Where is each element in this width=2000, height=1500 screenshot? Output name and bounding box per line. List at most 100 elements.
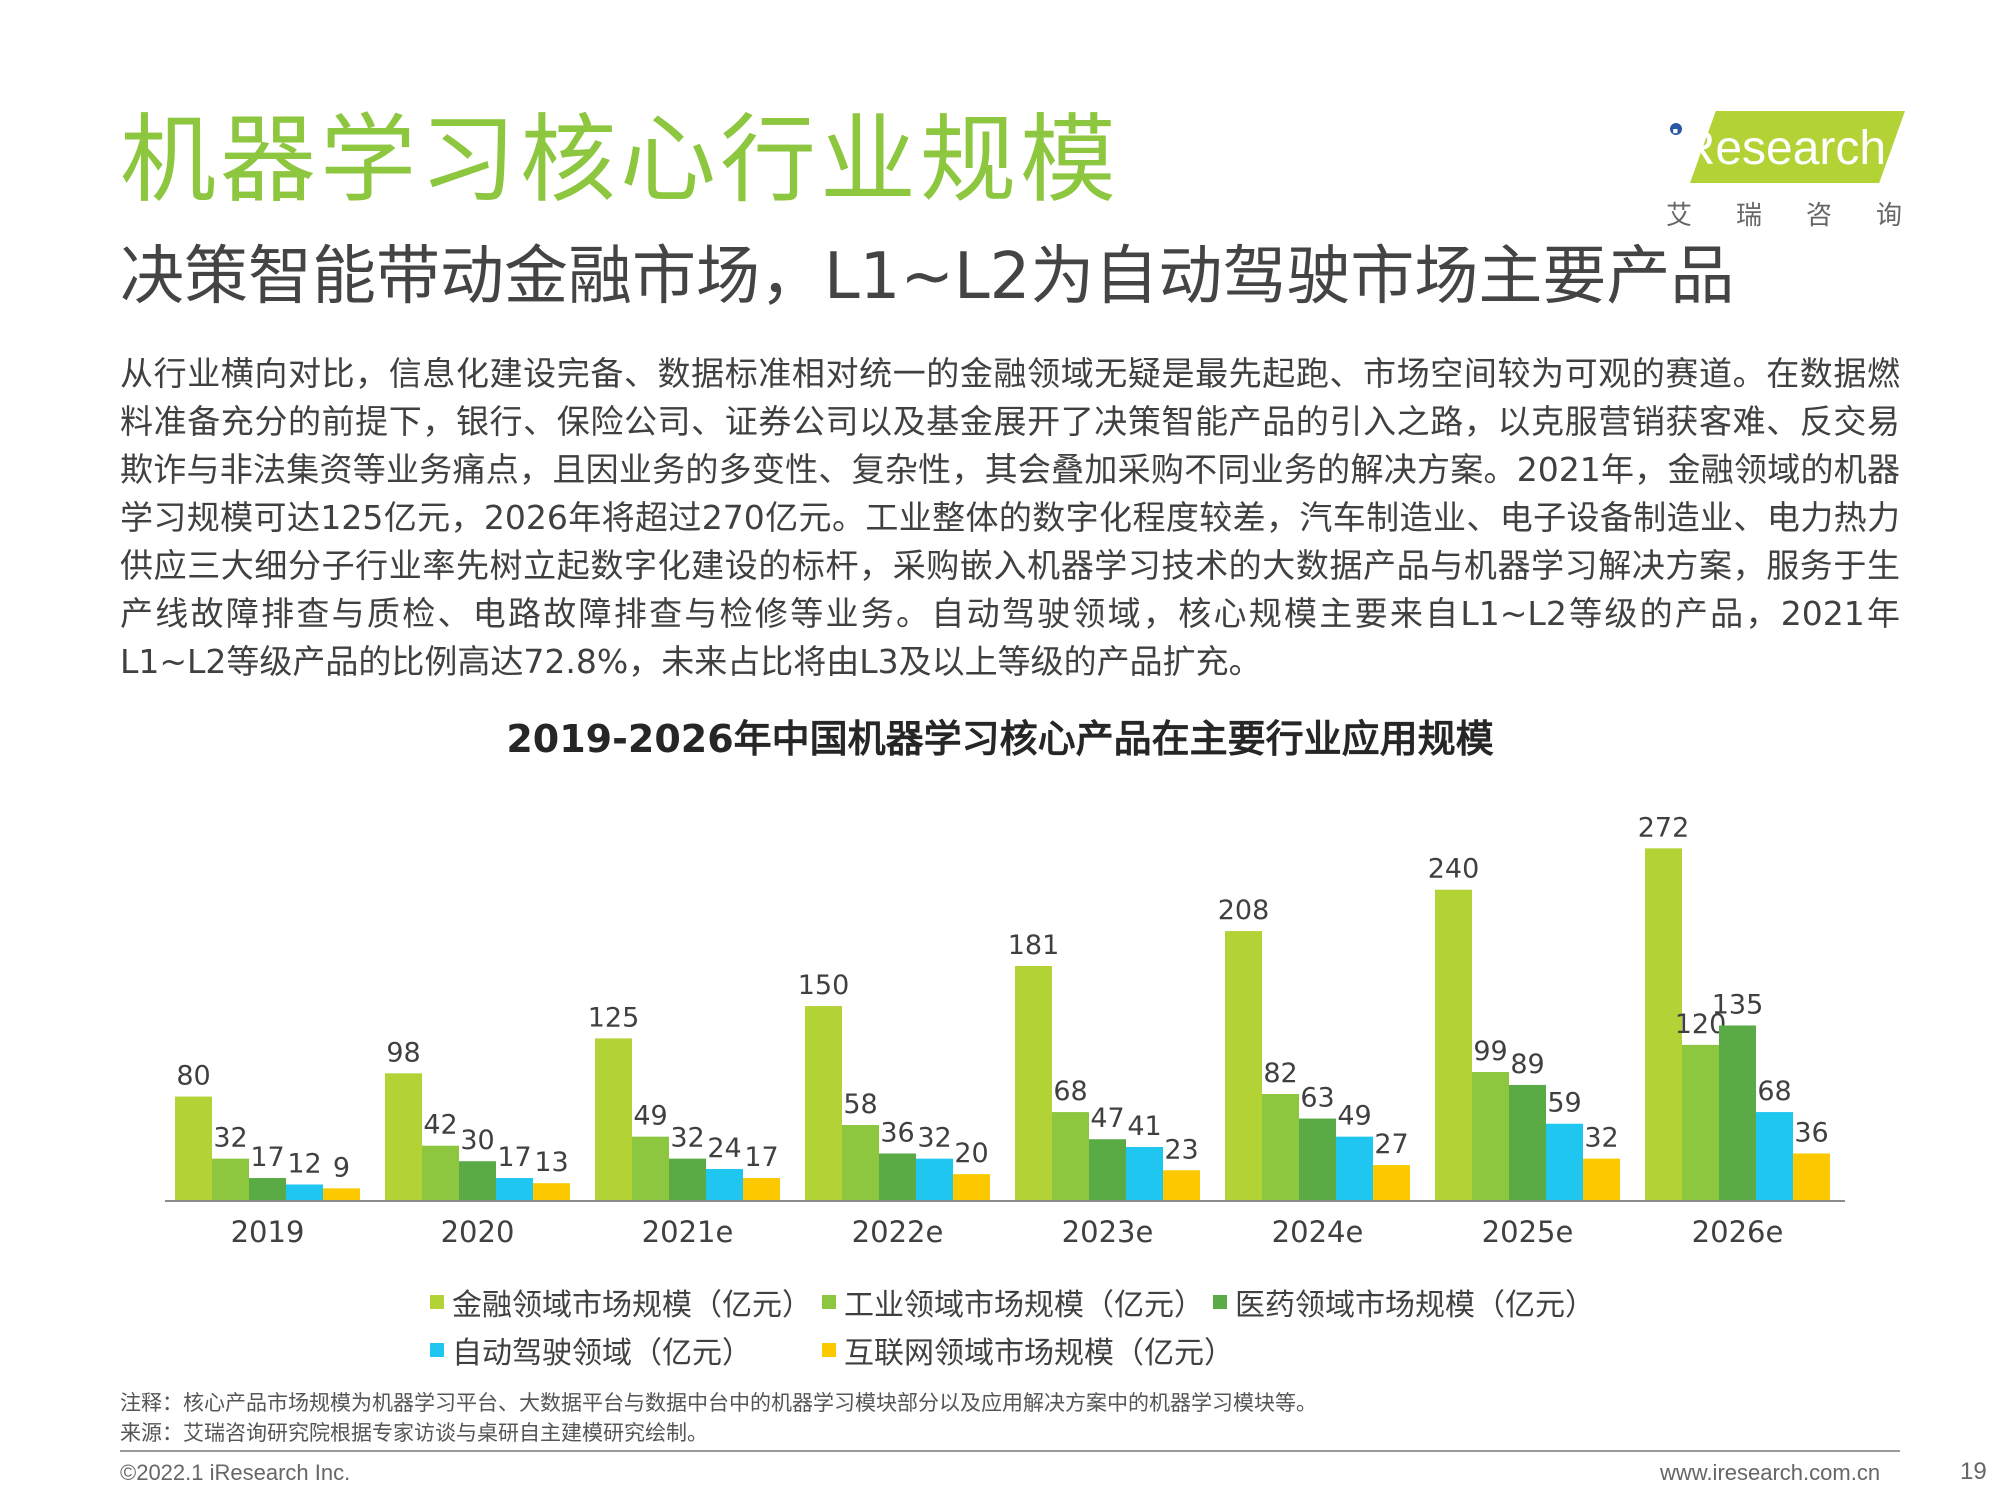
data-label-s1-2026e: 120 xyxy=(1675,1009,1727,1040)
logo-dot-icon xyxy=(1670,123,1682,135)
bar-s2-2021e xyxy=(669,1158,706,1200)
chart-legend: 金融领域市场规模（亿元） 工业领域市场规模（亿元） 医药领域市场规模（亿元） 自动驾驶… xyxy=(0,1270,2000,1380)
bar-s4-2020 xyxy=(533,1183,570,1200)
data-label-s3-2024e: 49 xyxy=(1337,1101,1371,1132)
data-label-s0-2019: 80 xyxy=(176,1061,210,1092)
legend-swatch-0 xyxy=(430,1295,444,1309)
logo-subtext: 艾瑞咨询 xyxy=(1666,201,1947,231)
data-label-s1-2022e: 58 xyxy=(843,1089,877,1120)
x-tick-label-2021e: 2021e xyxy=(642,1215,734,1249)
legend-label-3: 自动驾驶领域（亿元） xyxy=(452,1336,752,1371)
chart-notes: 注释：核心产品市场规模为机器学习平台、大数据平台与数据中台中的机器学习模块部分以… xyxy=(120,1388,1317,1448)
bar-s3-2022e xyxy=(916,1158,953,1200)
x-tick-label-2023e: 2023e xyxy=(1062,1215,1154,1249)
bar-s1-2023e xyxy=(1052,1112,1089,1200)
legend-label-1: 工业领域市场规模（亿元） xyxy=(844,1288,1204,1323)
bar-s1-2020 xyxy=(422,1145,459,1200)
bar-s0-2019 xyxy=(175,1096,212,1200)
bar-s3-2023e xyxy=(1126,1146,1163,1200)
data-label-s2-2021e: 32 xyxy=(670,1123,704,1154)
bar-s2-2025e xyxy=(1509,1084,1546,1200)
bar-s3-2026e xyxy=(1756,1112,1793,1200)
data-label-s1-2020: 42 xyxy=(423,1110,457,1141)
bar-s2-2019 xyxy=(249,1178,286,1200)
data-label-s2-2022e: 36 xyxy=(880,1117,914,1148)
data-label-s3-2026e: 68 xyxy=(1757,1076,1791,1107)
data-label-s0-2022e: 150 xyxy=(798,970,850,1001)
legend-swatch-2 xyxy=(1213,1295,1227,1309)
bar-s0-2024e xyxy=(1225,931,1262,1200)
footer-divider xyxy=(120,1450,1900,1452)
bar-s1-2026e xyxy=(1682,1044,1719,1200)
data-label-s1-2019: 32 xyxy=(213,1123,247,1154)
bar-s1-2025e xyxy=(1472,1072,1509,1200)
data-label-s0-2021e: 125 xyxy=(588,1002,640,1033)
bar-s0-2023e xyxy=(1015,965,1052,1200)
bar-s4-2021e xyxy=(743,1178,780,1200)
data-label-s0-2020: 98 xyxy=(386,1037,420,1068)
data-label-s1-2024e: 82 xyxy=(1263,1058,1297,1089)
data-label-s4-2022e: 20 xyxy=(954,1138,988,1169)
x-tick-label-2024e: 2024e xyxy=(1272,1215,1364,1249)
data-label-s2-2019: 17 xyxy=(250,1142,284,1173)
data-label-s4-2019: 9 xyxy=(333,1152,350,1183)
legend-item-3: 自动驾驶领域（亿元） xyxy=(430,1328,752,1372)
bar-s0-2020 xyxy=(385,1073,422,1200)
bar-s1-2019 xyxy=(212,1158,249,1200)
x-tick-label-2019: 2019 xyxy=(231,1215,305,1249)
legend-item-1: 工业领域市场规模（亿元） xyxy=(822,1280,1204,1324)
bar-s1-2022e xyxy=(842,1125,879,1200)
x-tick-label-2020: 2020 xyxy=(441,1215,515,1249)
x-tick-label-2026e: 2026e xyxy=(1692,1215,1784,1249)
data-label-s0-2025e: 240 xyxy=(1428,854,1480,885)
bar-s0-2021e xyxy=(595,1038,632,1200)
bar-s2-2024e xyxy=(1299,1118,1336,1200)
bar-s2-2022e xyxy=(879,1153,916,1200)
data-label-s4-2024e: 27 xyxy=(1374,1129,1408,1160)
logo-brand: iResearch xyxy=(1670,122,1887,175)
bar-s2-2020 xyxy=(459,1161,496,1200)
legend-item-0: 金融领域市场规模（亿元） xyxy=(430,1280,812,1324)
bar-s4-2022e xyxy=(953,1174,990,1200)
logo-parallelogram xyxy=(1690,111,1905,183)
data-label-s2-2026e: 135 xyxy=(1712,989,1764,1020)
data-label-s3-2020: 17 xyxy=(497,1142,531,1173)
bar-s4-2025e xyxy=(1583,1158,1620,1200)
data-label-s4-2026e: 36 xyxy=(1794,1117,1828,1148)
data-label-s0-2023e: 181 xyxy=(1008,930,1060,961)
bar-s3-2025e xyxy=(1546,1123,1583,1200)
bar-s3-2019 xyxy=(286,1184,323,1200)
legend-label-4: 互联网领域市场规模（亿元） xyxy=(844,1336,1234,1371)
footer-url: www.iresearch.com.cn xyxy=(1660,1460,1881,1485)
legend-item-2: 医药领域市场规模（亿元） xyxy=(1213,1280,1595,1324)
bar-s2-2026e xyxy=(1719,1025,1756,1200)
data-label-s1-2021e: 49 xyxy=(633,1101,667,1132)
data-label-s3-2025e: 59 xyxy=(1547,1088,1581,1119)
page-number: 19 xyxy=(1960,1458,1987,1485)
data-label-s4-2021e: 17 xyxy=(744,1142,778,1173)
data-label-s3-2021e: 24 xyxy=(707,1133,741,1164)
bar-s0-2022e xyxy=(805,1006,842,1200)
iresearch-logo: iResearch 艾瑞咨询 xyxy=(1660,105,1920,235)
data-label-s0-2024e: 208 xyxy=(1218,895,1270,926)
data-label-s4-2020: 13 xyxy=(534,1147,568,1178)
bar-s4-2023e xyxy=(1163,1170,1200,1200)
data-label-s4-2025e: 32 xyxy=(1584,1123,1618,1154)
x-tick-label-2025e: 2025e xyxy=(1482,1215,1574,1249)
bar-s4-2026e xyxy=(1793,1153,1830,1200)
data-label-s2-2020: 30 xyxy=(460,1125,494,1156)
legend-item-4: 互联网领域市场规模（亿元） xyxy=(822,1328,1234,1372)
legend-swatch-3 xyxy=(430,1343,444,1357)
bar-s0-2026e xyxy=(1645,848,1682,1200)
data-label-s0-2026e: 272 xyxy=(1638,812,1690,843)
page-subtitle: 决策智能带动金融市场，L1~L2为自动驾驶市场主要产品 xyxy=(120,240,1735,314)
bar-s4-2024e xyxy=(1373,1165,1410,1200)
data-label-s2-2024e: 63 xyxy=(1300,1083,1334,1114)
note-text: 注释：核心产品市场规模为机器学习平台、大数据平台与数据中台中的机器学习模块部分以… xyxy=(120,1391,1317,1415)
data-label-s2-2025e: 89 xyxy=(1510,1049,1544,1080)
x-tick-label-2022e: 2022e xyxy=(852,1215,944,1249)
data-label-s3-2019: 12 xyxy=(287,1148,321,1179)
data-label-s3-2023e: 41 xyxy=(1127,1111,1161,1142)
data-label-s4-2023e: 23 xyxy=(1164,1134,1198,1165)
